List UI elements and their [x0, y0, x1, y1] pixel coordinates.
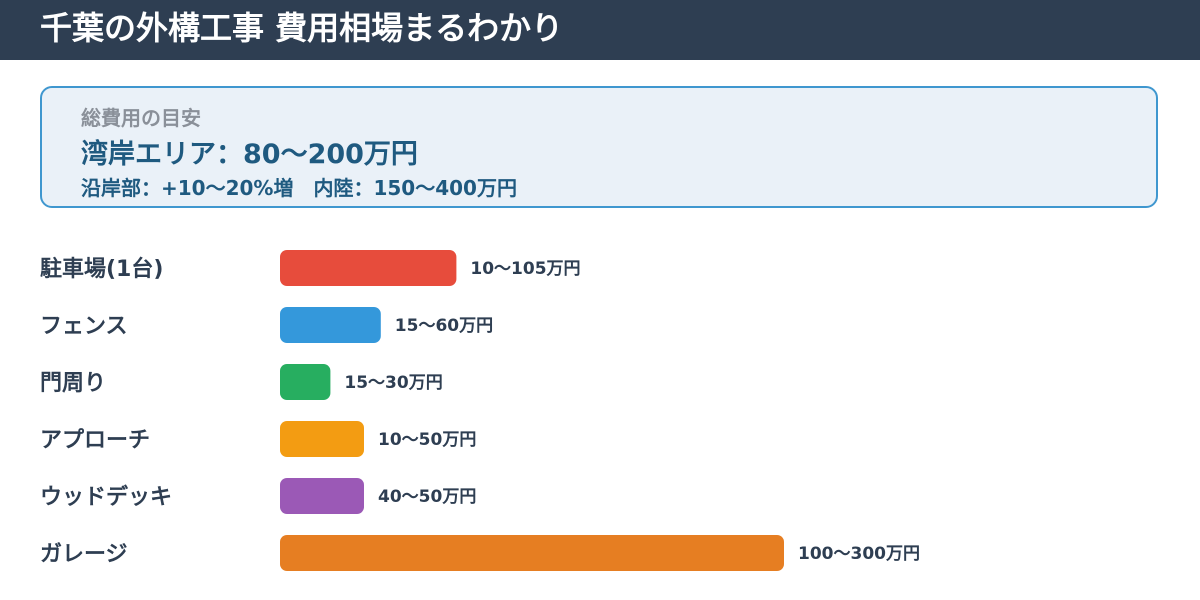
- category-label: ウッドデッキ: [40, 484, 172, 510]
- summary-sub-range: 沿岸部：+10〜20%増 内陸：150〜400万円: [81, 176, 517, 200]
- summary-label: 総費用の目安: [81, 106, 201, 130]
- category-label: 門周り: [40, 371, 106, 396]
- bar: [280, 421, 364, 457]
- page-title: 千葉の外構工事 費用相場まるわかり: [40, 9, 564, 47]
- summary-main-range: 湾岸エリア：80〜200万円: [81, 139, 418, 170]
- bar: [280, 364, 331, 400]
- value-label: 10〜105万円: [470, 259, 580, 279]
- category-label: ガレージ: [40, 542, 128, 567]
- value-label: 15〜60万円: [395, 316, 493, 336]
- category-label: 駐車場(1台): [40, 256, 163, 282]
- bar: [280, 535, 784, 571]
- header-bar: 千葉の外構工事 費用相場まるわかり: [0, 0, 1200, 60]
- category-label: フェンス: [40, 314, 128, 339]
- bar: [280, 478, 364, 514]
- value-label: 10〜50万円: [378, 430, 476, 450]
- bar: [280, 250, 457, 286]
- bar: [280, 307, 381, 343]
- value-label: 40〜50万円: [378, 487, 476, 507]
- value-label: 15〜30万円: [344, 373, 442, 393]
- cost-bar-chart: 駐車場(1台) 10〜105万円フェンス 15〜60万円門周り 15〜30万円アプロー…: [0, 240, 1200, 590]
- value-label: 100〜300万円: [798, 544, 920, 564]
- category-label: アプローチ: [40, 428, 150, 453]
- summary-box: 総費用の目安 湾岸エリア：80〜200万円 沿岸部：+10〜20%増 内陸：15…: [40, 86, 1158, 208]
